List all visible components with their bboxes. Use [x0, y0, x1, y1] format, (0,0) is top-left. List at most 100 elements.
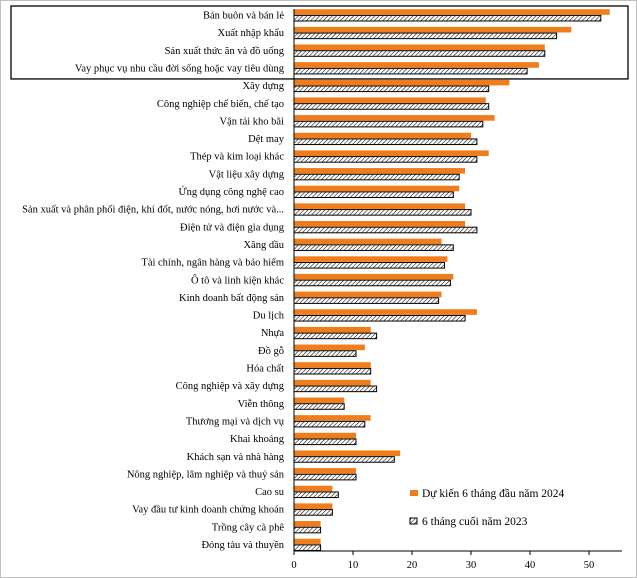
category-label: Ứng dụng công nghệ cao: [178, 186, 284, 198]
bar-forecast-2024h1: [294, 379, 371, 386]
bar-actual-2023h2: [293, 14, 602, 22]
category-label: Sản xuất thức ăn và đồ uống: [165, 46, 285, 57]
category-label: Nông nghiệp, lâm nghiệp và thuỷ sản: [127, 469, 285, 480]
bar-actual-2023h2: [293, 297, 440, 304]
bar-actual-2023h2: [293, 473, 357, 481]
bar-actual-2023h2: [293, 191, 454, 198]
bar-forecast-2024h1: [294, 79, 510, 86]
bar-forecast-2024h1: [294, 168, 466, 174]
category-label: Dệt may: [248, 134, 285, 145]
category-label: Vật liệu xây dựng: [209, 169, 285, 180]
bar-actual-2023h2: [293, 85, 490, 93]
category-label: Cao su: [255, 487, 285, 498]
highlight-box: [10, 5, 629, 80]
bar-forecast-2024h1: [294, 326, 371, 333]
bar-actual-2023h2: [293, 173, 460, 181]
category-label: Xây dựng: [242, 81, 284, 92]
bar-forecast-2024h1: [294, 450, 401, 457]
category-label: Vận tải kho bãi: [220, 116, 285, 127]
bar-forecast-2024h1: [294, 115, 495, 121]
bar-forecast-2024h1: [294, 44, 545, 51]
bar-forecast-2024h1: [294, 203, 466, 209]
bar-forecast-2024h1: [294, 344, 365, 351]
x-tick-label: 50: [584, 560, 595, 571]
bar-actual-2023h2: [293, 544, 322, 552]
bar-actual-2023h2: [293, 403, 345, 410]
bar-forecast-2024h1: [294, 97, 486, 104]
legend-label-forecast-2024h1: Dự kiến 6 tháng đầu năm 2024: [422, 487, 565, 500]
bar-forecast-2024h1: [294, 538, 321, 545]
bar-actual-2023h2: [293, 50, 546, 57]
x-tick-label: 20: [407, 560, 418, 571]
bar-actual-2023h2: [293, 262, 445, 269]
bar-forecast-2024h1: [294, 309, 477, 315]
bar-actual-2023h2: [293, 226, 478, 234]
legend-swatch-actual-2023h2: [409, 517, 418, 525]
category-label: Tài chính, ngân hàng và bảo hiểm: [141, 258, 284, 269]
category-label: Kinh doanh bất động sản: [179, 293, 285, 304]
bar-forecast-2024h1: [294, 256, 448, 262]
category-label: Khách sạn và nhà hàng: [187, 452, 285, 463]
bar-forecast-2024h1: [294, 150, 489, 156]
category-label: Bán buôn và bán lẻ: [203, 11, 284, 22]
bar-forecast-2024h1: [294, 521, 321, 527]
category-label: Khai khoáng: [230, 434, 285, 445]
bar-forecast-2024h1: [294, 397, 345, 404]
bar-actual-2023h2: [293, 526, 322, 534]
x-tick-label: 30: [466, 560, 477, 571]
bar-forecast-2024h1: [294, 238, 442, 245]
x-tick-label: 10: [348, 560, 359, 571]
category-label: Điện tử và điện gia dụng: [180, 222, 285, 233]
legend-swatch-forecast-2024h1: [410, 490, 418, 496]
bar-forecast-2024h1: [294, 362, 371, 368]
bar-forecast-2024h1: [294, 132, 471, 139]
bar-actual-2023h2: [293, 138, 478, 146]
category-label: Du lịch: [253, 311, 285, 322]
category-label: Ô tô và linh kiện khác: [191, 274, 284, 286]
category-label: Hóa chất: [246, 364, 284, 375]
bar-forecast-2024h1: [294, 503, 333, 509]
category-label: Sản xuất và phân phối điện, khí đốt, nướ…: [22, 205, 284, 216]
bar-actual-2023h2: [293, 32, 558, 40]
bar-forecast-2024h1: [294, 415, 371, 421]
x-tick-label: 40: [525, 560, 536, 571]
bar-forecast-2024h1: [294, 485, 333, 492]
bar-forecast-2024h1: [294, 62, 539, 68]
x-tick-label: 0: [291, 560, 296, 571]
category-label: Công nghiệp chế biến, chế tạo: [157, 99, 284, 110]
bar-actual-2023h2: [293, 332, 378, 340]
legend: Dự kiến 6 tháng đầu năm 2024 6 tháng cuối…: [409, 487, 565, 528]
bar-actual-2023h2: [293, 209, 472, 216]
category-label: Vay đầu tư kinh doanh chứng khoán: [132, 505, 285, 516]
bar-forecast-2024h1: [294, 291, 442, 298]
bar-actual-2023h2: [293, 67, 528, 75]
bar-actual-2023h2: [293, 367, 372, 375]
category-label: Nhựa: [261, 328, 285, 339]
bar-actual-2023h2: [293, 314, 466, 322]
bar-actual-2023h2: [293, 120, 484, 128]
category-label: Thép và kim loại khác: [190, 152, 284, 163]
bar-actual-2023h2: [293, 509, 333, 516]
category-label: Viễn thông: [238, 399, 285, 410]
category-label: Đóng tàu và thuyền: [201, 540, 284, 551]
bar-actual-2023h2: [293, 279, 451, 287]
bar-forecast-2024h1: [294, 9, 610, 15]
bar-forecast-2024h1: [294, 26, 572, 33]
bar-actual-2023h2: [293, 491, 339, 499]
category-label: Xuất nhập khẩu: [218, 28, 285, 39]
bar-forecast-2024h1: [294, 432, 356, 439]
bar-actual-2023h2: [293, 420, 366, 428]
bar-forecast-2024h1: [294, 185, 460, 192]
category-label: Trồng cây cà phê: [212, 522, 285, 533]
bar-forecast-2024h1: [294, 468, 356, 474]
category-label: Xăng dầu: [243, 240, 284, 251]
bar-forecast-2024h1: [294, 221, 466, 227]
bar-actual-2023h2: [293, 385, 378, 393]
bar-forecast-2024h1: [294, 273, 454, 280]
plot-area: Bán buôn và bán lẻ Xuất nhập khẩu Sản xuất…: [10, 5, 629, 571]
category-label: Đồ gỗ: [258, 346, 284, 357]
bar-actual-2023h2: [293, 456, 395, 463]
bar-actual-2023h2: [293, 244, 454, 251]
bar-actual-2023h2: [293, 438, 357, 446]
